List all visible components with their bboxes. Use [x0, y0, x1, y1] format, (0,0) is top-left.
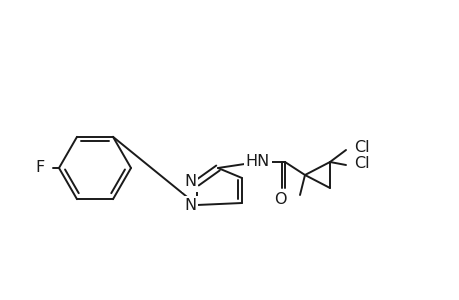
Text: HN: HN [246, 154, 269, 169]
Text: Cl: Cl [353, 155, 369, 170]
Text: N: N [184, 175, 196, 190]
Text: N: N [184, 199, 196, 214]
Text: F: F [36, 160, 45, 175]
Text: O: O [273, 193, 285, 208]
Text: Cl: Cl [353, 140, 369, 155]
